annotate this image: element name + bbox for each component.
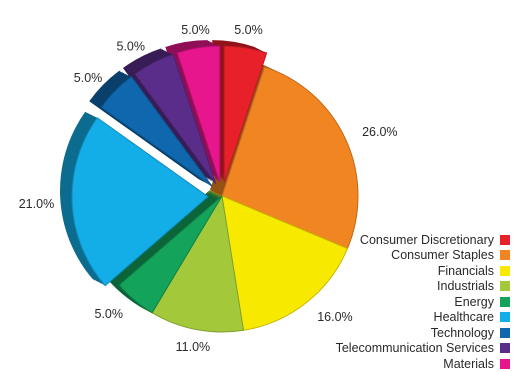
- percent-label-consumer-staples: 26.0%: [362, 125, 397, 139]
- legend-label: Energy: [454, 294, 494, 309]
- legend-swatch: [500, 281, 510, 292]
- legend-item-industrials: Industrials: [336, 279, 510, 295]
- legend-swatch: [500, 250, 510, 261]
- percent-label-consumer-discretionary: 5.0%: [234, 23, 263, 37]
- legend-item-financials: Financials: [336, 263, 510, 279]
- slice-financials: [221, 195, 349, 331]
- percent-label-energy: 5.0%: [95, 307, 124, 321]
- legend-swatch: [500, 327, 510, 338]
- legend-swatch: [500, 296, 510, 307]
- legend-label: Consumer Staples: [391, 248, 494, 263]
- legend-item-materials: Materials: [336, 356, 510, 372]
- legend-item-energy: Energy: [336, 294, 510, 310]
- legend-swatch: [500, 358, 510, 369]
- percent-label-healthcare: 21.0%: [19, 197, 54, 211]
- percent-labels: 5.0% 26.0% 16.0% 11.0% 5.0% 21.0% 5.0% 5.0% 5.0%: [19, 23, 398, 354]
- slice-telecommunication-services: [134, 53, 217, 184]
- slice-materials: [176, 45, 221, 183]
- slice-consumer-staples: [221, 66, 359, 250]
- legend-swatch: [500, 234, 510, 245]
- percent-label-technology: 5.0%: [74, 71, 103, 85]
- percent-label-telecommunication-services: 5.0%: [117, 40, 146, 54]
- legend-label: Materials: [443, 356, 494, 371]
- pie-slices: [60, 40, 359, 333]
- legend-label: Technology: [430, 325, 494, 340]
- legend: Consumer Discretionary Consumer Staples Fi…: [336, 232, 510, 372]
- legend-label: Healthcare: [433, 310, 494, 325]
- legend-swatch: [500, 343, 510, 354]
- slice-technology: [100, 75, 213, 187]
- legend-label: Financials: [437, 263, 494, 278]
- legend-label: Telecommunication Services: [335, 341, 494, 356]
- legend-item-telecommunication-services: Telecommunication Services: [336, 341, 510, 357]
- legend-label: Consumer Discretionary: [359, 232, 494, 247]
- percent-label-materials: 5.0%: [181, 23, 210, 37]
- legend-item-consumer-discretionary: Consumer Discretionary: [336, 232, 510, 248]
- slice-industrials: [151, 194, 245, 333]
- legend-label: Industrials: [437, 279, 494, 294]
- slice-healthcare: [71, 117, 209, 287]
- slice-energy: [118, 195, 223, 314]
- legend-item-healthcare: Healthcare: [336, 310, 510, 326]
- legend-swatch: [500, 312, 510, 323]
- legend-item-technology: Technology: [336, 325, 510, 341]
- legend-swatch: [500, 265, 510, 276]
- percent-label-industrials: 11.0%: [176, 340, 211, 354]
- percent-label-financials: 16.0%: [317, 310, 352, 324]
- legend-item-consumer-staples: Consumer Staples: [336, 248, 510, 264]
- slice-consumer-discretionary: [223, 45, 268, 183]
